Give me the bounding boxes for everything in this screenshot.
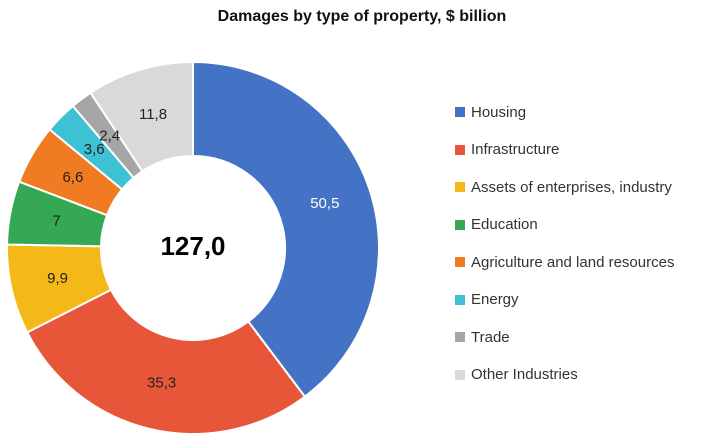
slice-housing [192, 60, 380, 399]
legend-label: Infrastructure [471, 141, 560, 158]
legend-swatch [455, 182, 465, 192]
chart-title: Damages by type of property, $ billion [217, 8, 507, 25]
slice-label-infrastructure: 35,3 [147, 374, 176, 391]
slice-labels-group: 50,5 35,3 9,9 7 6,63,62,4 11,8 [47, 106, 339, 392]
legend-item-energy: Energy [455, 288, 674, 312]
slice-label-agriculture-and-land-resources: 6,6 [62, 169, 83, 186]
slice-label-education: 7 [52, 213, 60, 230]
legend-swatch [455, 332, 465, 342]
legend-label: Energy [471, 291, 519, 308]
legend-swatch [455, 144, 465, 155]
legend-item-trade: Trade [455, 325, 674, 349]
legend-label: Other Industries [471, 366, 578, 383]
slice-label-assets-of-enterprises-industry: 9,9 [47, 270, 68, 287]
legend-item-agriculture-and-land-resources: Agriculture and land resources [455, 250, 674, 274]
legend-swatch [455, 219, 465, 230]
legend-item-other-industries: Other Industries [455, 363, 674, 387]
legend-item-assets-of-enterprises-industry: Assets of enterprises, industry [455, 175, 674, 199]
legend-swatch [455, 294, 465, 305]
legend-label: Trade [471, 328, 510, 346]
legend-item-housing: Housing [455, 100, 674, 124]
legend-label: Housing [471, 103, 527, 121]
legend-label: Assets of enterprises, industry [471, 178, 672, 196]
slices-group [6, 60, 380, 433]
legend-swatch [455, 257, 465, 267]
slice-label-other-industries: 11,8 [139, 106, 167, 123]
legend-item-infrastructure: Infrastructure [455, 138, 674, 162]
legend-item-education: Education [455, 213, 674, 237]
legend-swatch [455, 107, 465, 117]
legend-label: Education [471, 216, 538, 233]
slice-label-trade: 2,4 [99, 128, 120, 145]
legend-swatch [455, 369, 465, 380]
slice-other-industries [89, 60, 194, 173]
slice-label-housing: 50,5 [310, 195, 339, 212]
donut-center-total: 127,0 [160, 231, 225, 261]
legend-label: Agriculture and land resources [471, 253, 675, 271]
slice-infrastructure [25, 288, 307, 433]
legend: Housing Infrastructure Assets of enterpris… [455, 100, 674, 400]
slice-label-energy: 3,6 [84, 141, 105, 158]
